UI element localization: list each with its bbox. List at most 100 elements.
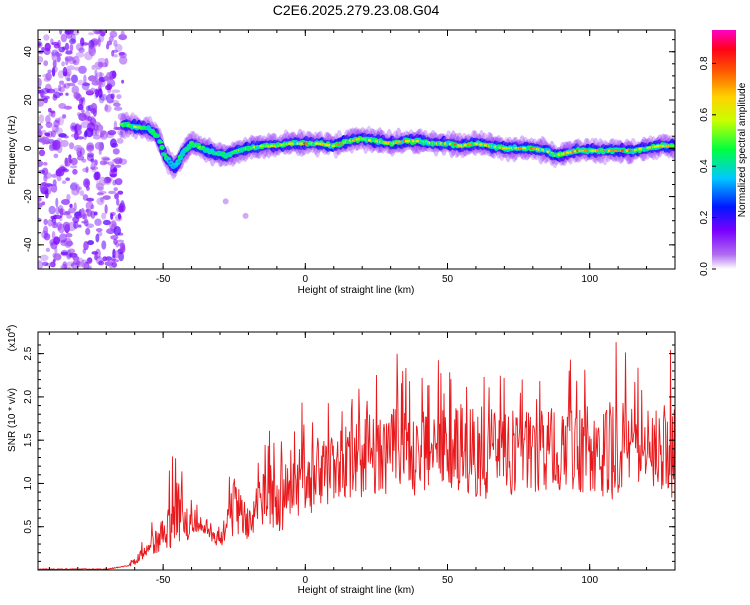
noise-blob [73, 131, 79, 141]
noise-blob [112, 49, 119, 53]
noise-blob [43, 97, 48, 104]
noise-blob [91, 80, 100, 86]
snr-ylabel: SNR (10 * v/v) [7, 388, 18, 452]
noise-blob [104, 204, 108, 214]
noise-blob [82, 194, 89, 201]
noise-blob [99, 176, 107, 186]
noise-blob [51, 51, 55, 61]
ridge-core [211, 151, 215, 155]
snr-y-tick-label: 2.0 [23, 390, 34, 404]
ridge-core [177, 160, 182, 164]
noise-blob [83, 218, 89, 227]
snr-y-multiplier: (x104) [6, 325, 18, 352]
noise-blob [119, 204, 124, 212]
noise-blob [38, 260, 44, 269]
ridge-core [160, 152, 166, 155]
noise-blob [57, 205, 64, 214]
noise-blob [85, 227, 91, 236]
noise-blob [65, 92, 69, 96]
noise-blob [43, 60, 49, 67]
noise-blob [73, 144, 83, 152]
noise-blob [114, 164, 122, 168]
noise-blob [62, 114, 67, 119]
noise-blob [58, 208, 66, 214]
noise-blob [53, 253, 62, 261]
noise-blob [60, 265, 65, 269]
noise-blob [66, 65, 76, 71]
noise-blob [61, 180, 67, 184]
noise-blob [77, 124, 81, 133]
noise-blob [94, 88, 100, 96]
noise-blob [81, 262, 89, 269]
noise-blob [54, 127, 63, 135]
spectrogram-x-tick-label: -50 [156, 274, 171, 285]
noise-blob [87, 115, 92, 122]
noise-blob [94, 61, 103, 70]
noise-blob [55, 206, 61, 216]
noise-blob [62, 221, 71, 231]
noise-blob [86, 144, 95, 152]
noise-blob [61, 199, 70, 205]
noise-blob [119, 56, 128, 65]
noise-blob [44, 132, 50, 137]
noise-blob [60, 139, 69, 148]
noise-blob [51, 67, 56, 77]
noise-blob [78, 65, 87, 74]
noise-blob [52, 66, 58, 73]
noise-blob [98, 88, 103, 98]
noise-blob [111, 222, 117, 227]
noise-blob [76, 262, 81, 267]
ridge-core [178, 156, 184, 160]
noise-blob [116, 137, 124, 144]
spectrogram-ylabel: Frequency (Hz) [7, 116, 18, 185]
noise-blob [91, 64, 96, 70]
noise-blob [51, 173, 59, 178]
noise-blob [95, 72, 105, 78]
noise-blob [60, 251, 69, 255]
spectrogram-heatmap [38, 30, 675, 269]
noise-blob [51, 124, 59, 133]
noise-blob [113, 238, 118, 245]
noise-blob [38, 202, 43, 209]
noise-blob [116, 198, 120, 206]
noise-blob [116, 94, 122, 100]
noise-blob [74, 66, 81, 71]
noise-blob [59, 80, 65, 85]
noise-blob [49, 239, 56, 246]
noise-blob [85, 166, 89, 174]
noise-blob [111, 70, 117, 78]
noise-blob [50, 130, 56, 138]
noise-blob [80, 121, 89, 129]
noise-blob [58, 46, 66, 53]
noise-blob [87, 240, 94, 246]
noise-blob [110, 235, 119, 240]
noise-blob [67, 248, 76, 254]
noise-blob [85, 201, 94, 211]
noise-blob [90, 162, 96, 170]
snr-xlabel: Height of straight line (km) [298, 585, 415, 596]
noise-blob [75, 93, 82, 101]
noise-blob [113, 187, 118, 192]
noise-blob [45, 123, 53, 127]
noise-blob [104, 104, 109, 112]
noise-blob [71, 181, 78, 185]
ridge-core [591, 149, 595, 152]
noise-blob [59, 30, 63, 35]
ridge-core [180, 152, 184, 156]
noise-blob [96, 192, 104, 196]
ridge-core [457, 144, 461, 147]
noise-blob [38, 124, 44, 130]
noise-blob [43, 136, 50, 145]
snr-series-line [38, 342, 675, 570]
noise-blob [38, 169, 46, 174]
noise-blob [81, 109, 85, 114]
noise-blob [38, 160, 44, 168]
ridge-core [158, 140, 164, 144]
noise-blob [81, 42, 89, 46]
noise-blob [63, 135, 69, 139]
colorbar-tick-label: 0.4 [699, 159, 710, 173]
snr-x-tick-label: 50 [442, 575, 454, 586]
noise-blob [90, 166, 99, 170]
noise-blob [44, 42, 51, 52]
noise-blob [97, 34, 105, 43]
